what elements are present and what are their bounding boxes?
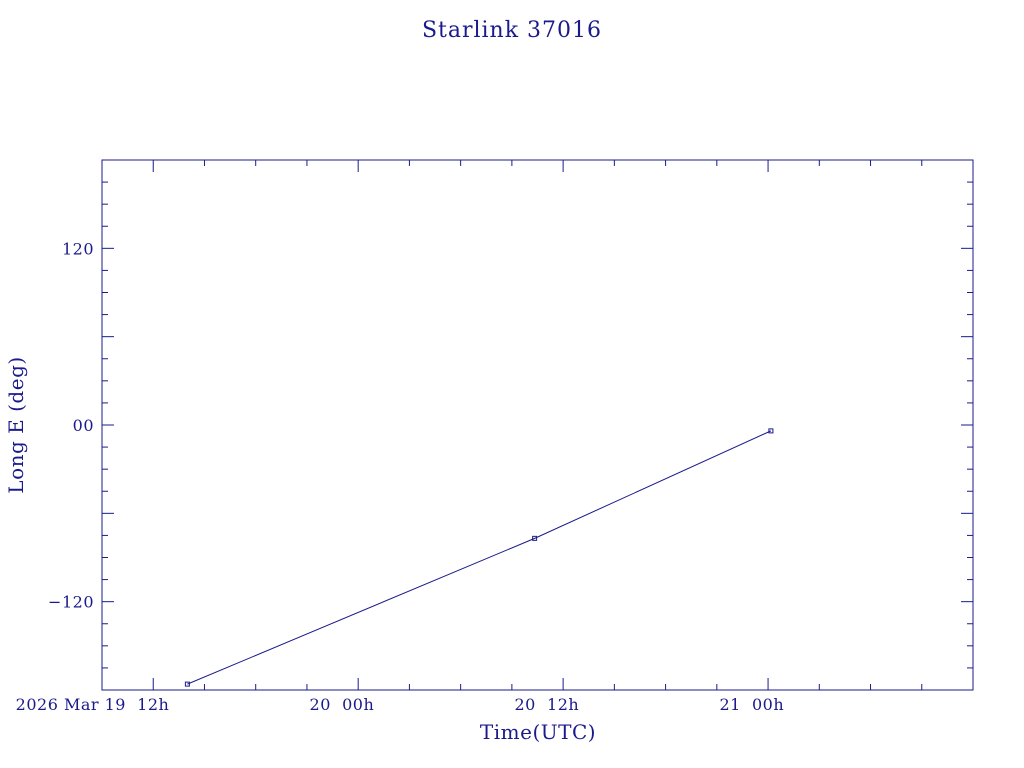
series-line <box>187 430 772 685</box>
data-point <box>768 428 774 434</box>
series-group <box>184 428 774 687</box>
y-tick-label: −120 <box>48 593 94 612</box>
chart-title: Starlink 37016 <box>422 18 602 43</box>
x-axis-label: Time(UTC) <box>480 720 596 744</box>
y-axis-label: Long E (deg) <box>4 356 28 493</box>
x-tick-label: 20 00h <box>310 695 375 714</box>
y-tick-label: 120 <box>62 239 94 258</box>
x-tick-label: 21 00h <box>719 695 784 714</box>
plot-frame <box>101 159 974 691</box>
data-point <box>532 535 538 541</box>
axis-ticks: 120 00 −120 2026 Mar 19 12h 20 00h 20 12h 21 0… <box>16 159 974 714</box>
data-point <box>184 681 190 687</box>
y-tick-label: 00 <box>73 416 94 435</box>
x-tick-label: 2026 Mar 19 12h <box>16 695 170 714</box>
x-tick-label: 20 12h <box>515 695 580 714</box>
